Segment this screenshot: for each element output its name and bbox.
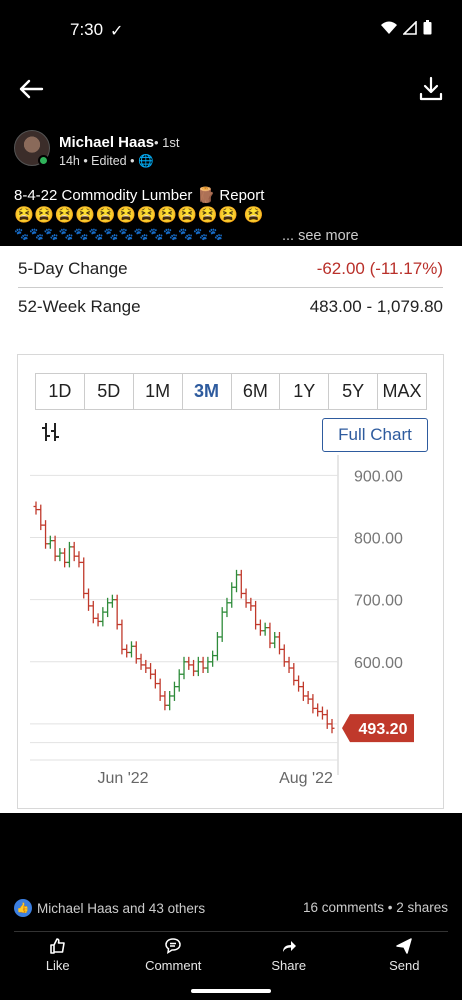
week-range-row: 52-Week Range 483.00 - 1,079.80 bbox=[18, 288, 443, 326]
comment-label: Comment bbox=[145, 958, 202, 973]
share-button[interactable]: Share bbox=[239, 937, 339, 981]
post-meta: 14h • Edited • 🌐 bbox=[59, 154, 154, 169]
reactions[interactable]: 👍 Michael Haas and 43 others bbox=[14, 899, 205, 917]
comment-share-counts[interactable]: 16 comments • 2 shares bbox=[302, 900, 448, 915]
share-icon bbox=[282, 941, 296, 952]
action-bar: Like Comment Share Send bbox=[0, 937, 462, 981]
tab-5y[interactable]: 5Y bbox=[329, 374, 379, 409]
y-tick-label: 800.00 bbox=[354, 531, 403, 548]
send-button[interactable]: Send bbox=[354, 937, 454, 981]
post-text: 8-4-22 Commodity Lumber 🪵 Report 😫😫😫😫😫😫😫… bbox=[14, 186, 454, 226]
tab-1y[interactable]: 1Y bbox=[280, 374, 330, 409]
full-chart-button[interactable]: Full Chart bbox=[322, 418, 428, 452]
post-emoji-line: 😫😫😫😫😫😫😫😫😫😫😫 😫 bbox=[14, 207, 265, 224]
divider bbox=[14, 931, 448, 932]
like-button[interactable]: Like bbox=[8, 937, 108, 981]
check-icon: ✓ bbox=[110, 23, 124, 40]
status-bar: 7:30 ✓ bbox=[0, 0, 462, 60]
tab-5d[interactable]: 5D bbox=[85, 374, 134, 409]
signal-icon bbox=[403, 20, 417, 35]
post-paw-line: 🐾🐾🐾🐾🐾🐾🐾🐾🐾🐾🐾🐾🐾🐾 bbox=[14, 227, 224, 241]
post-header: Michael Haas • 1st 14h • Edited • 🌐 bbox=[0, 128, 462, 178]
x-tick-label: Jun '22 bbox=[97, 770, 148, 787]
globe-icon: 🌐 bbox=[137, 154, 154, 168]
price-chart: 1D 5D 1M 3M 6M 1Y 5Y MAX Full Chart 900.… bbox=[17, 354, 444, 809]
tab-1d[interactable]: 1D bbox=[36, 374, 85, 409]
post-meta-text: 14h • Edited • bbox=[59, 154, 135, 168]
quote-card: 5-Day Change -62.00 (-11.17%) 52-Week Ra… bbox=[0, 246, 462, 813]
connection-degree: • 1st bbox=[154, 135, 180, 150]
stat-value: 483.00 - 1,079.80 bbox=[309, 297, 443, 316]
see-more-link[interactable]: ... see more bbox=[282, 228, 359, 244]
author-name[interactable]: Michael Haas bbox=[59, 134, 155, 151]
candlestick-icon[interactable] bbox=[40, 421, 62, 443]
stat-value: -62.00 (-11.17%) bbox=[316, 258, 443, 278]
online-status-dot bbox=[38, 155, 49, 166]
share-label: Share bbox=[271, 958, 307, 973]
tab-3m[interactable]: 3M bbox=[183, 374, 232, 409]
stat-label: 5-Day Change bbox=[18, 258, 128, 278]
wifi-icon bbox=[381, 21, 397, 34]
home-indicator[interactable] bbox=[191, 989, 271, 993]
avatar[interactable] bbox=[14, 130, 50, 166]
comment-button[interactable]: Comment bbox=[123, 937, 223, 981]
comment-icon bbox=[165, 938, 182, 954]
y-tick-label: 900.00 bbox=[354, 468, 403, 485]
arrow-left-icon[interactable] bbox=[16, 74, 46, 104]
thumbs-up-icon bbox=[49, 938, 65, 954]
five-day-change-row: 5-Day Change -62.00 (-11.17%) bbox=[18, 250, 443, 288]
stat-label: 52-Week Range bbox=[18, 297, 141, 316]
thumbs-up-icon: 👍 bbox=[14, 899, 32, 917]
download-icon[interactable] bbox=[416, 74, 446, 104]
send-icon bbox=[396, 938, 412, 954]
tab-1m[interactable]: 1M bbox=[134, 374, 183, 409]
range-tabs: 1D 5D 1M 3M 6M 1Y 5Y MAX bbox=[35, 373, 427, 410]
x-tick-label: Aug '22 bbox=[279, 770, 333, 787]
send-label: Send bbox=[389, 958, 420, 973]
y-tick-label: 600.00 bbox=[354, 655, 403, 672]
tab-6m[interactable]: 6M bbox=[232, 374, 281, 409]
post-footer: 👍 Michael Haas and 43 others 16 comments… bbox=[0, 813, 462, 1000]
last-price-label: 493.20 bbox=[359, 721, 408, 738]
reactions-text: Michael Haas and 43 others bbox=[37, 900, 206, 916]
tab-max[interactable]: MAX bbox=[382, 381, 422, 401]
y-tick-label: 700.00 bbox=[354, 593, 403, 610]
last-price-badge bbox=[342, 714, 414, 743]
chart-plot[interactable]: 900.00 800.00 700.00 600.00 Jun '22 Aug '22 49… bbox=[18, 455, 445, 805]
status-icons bbox=[381, 20, 432, 35]
app-bar bbox=[0, 70, 462, 110]
battery-icon bbox=[423, 20, 432, 35]
status-time: 7:30 bbox=[70, 20, 104, 39]
like-label: Like bbox=[45, 958, 70, 973]
post-title: 8-4-22 Commodity Lumber 🪵 Report bbox=[14, 187, 265, 204]
